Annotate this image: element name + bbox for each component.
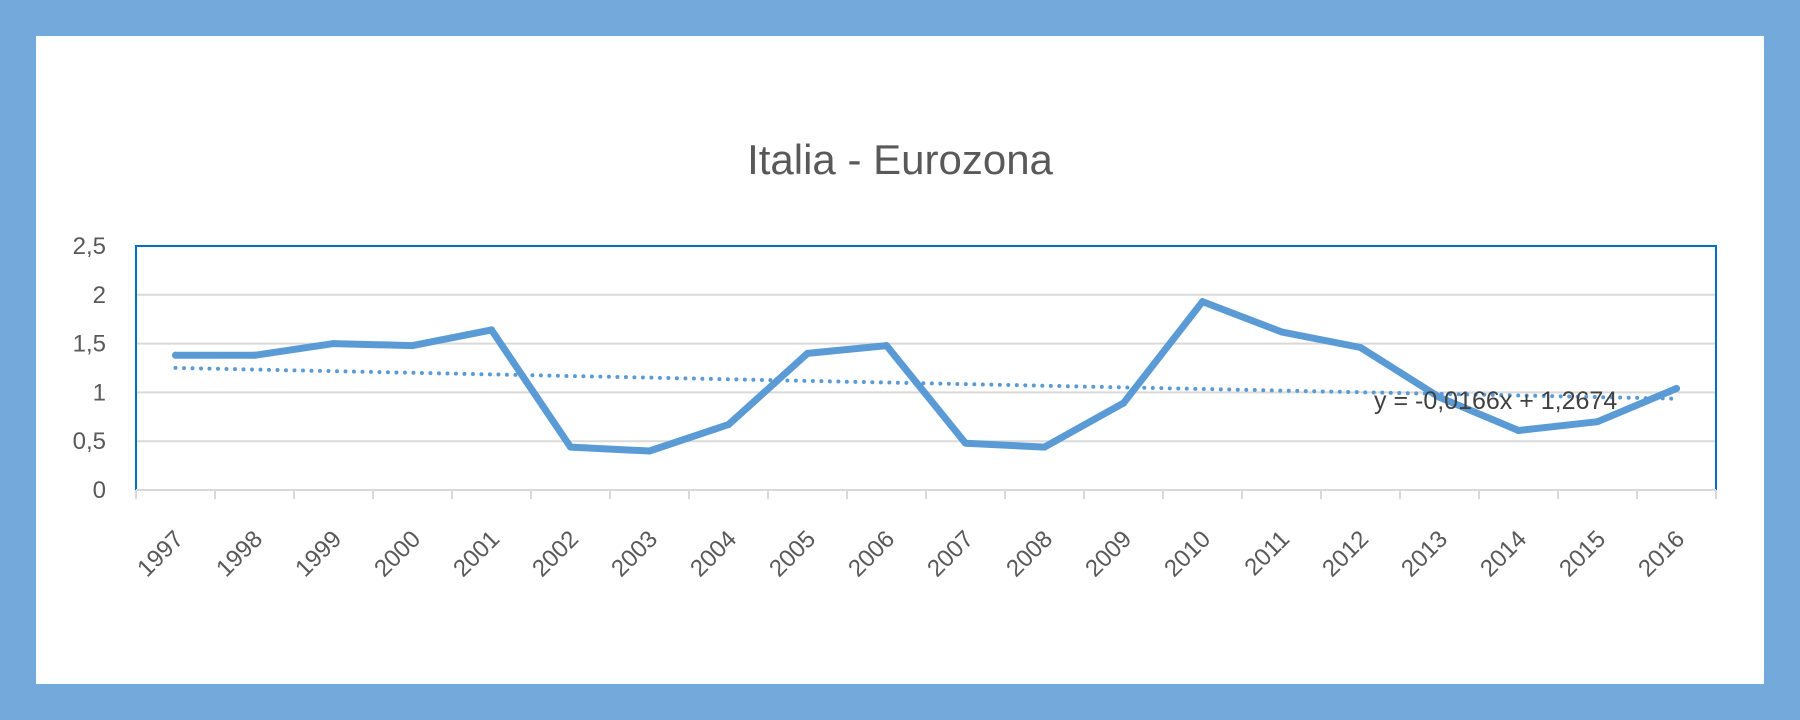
- x-tick-label: 2003: [606, 526, 663, 583]
- x-tick-label: 2006: [843, 526, 900, 583]
- data-point: [1594, 418, 1601, 426]
- trendline-layer: [173, 365, 1679, 401]
- plot-area-border: [135, 245, 1717, 491]
- x-tick-label: 2013: [1396, 526, 1453, 583]
- x-tick-label: 2001: [448, 526, 505, 583]
- y-tick-label: 1: [93, 379, 106, 406]
- x-tick-label: 2000: [369, 526, 426, 583]
- y-axis-tick-labels: 0 0,5 1 1,5 2 2,5: [73, 233, 106, 504]
- data-point: [804, 349, 811, 357]
- data-point: [488, 326, 495, 334]
- data-point: [1120, 399, 1127, 407]
- y-tick-label: 0: [93, 477, 106, 504]
- trendline-equation: y = -0,0166x + 1,2674: [1374, 387, 1617, 415]
- x-tick-label: 2008: [1001, 526, 1058, 583]
- y-tick-label: 2,5: [73, 233, 106, 260]
- series-line: [172, 298, 1680, 455]
- y-tick-label: 1,5: [73, 331, 106, 358]
- data-point: [330, 340, 337, 348]
- x-axis: 1997 1998 1999 2000 2001 2002 2003 2004 2005 2006…: [132, 489, 1717, 583]
- data-point: [725, 421, 732, 429]
- data-point: [1357, 344, 1364, 352]
- data-point: [1278, 328, 1285, 336]
- data-point: [646, 447, 653, 455]
- data-point: [1199, 298, 1206, 306]
- y-tick-label: 2: [93, 282, 106, 309]
- x-tick-label: 2012: [1317, 526, 1374, 583]
- data-point: [883, 342, 890, 350]
- data-point: [251, 351, 258, 359]
- data-point: [1436, 393, 1443, 401]
- trendline: [173, 365, 1679, 401]
- data-point: [567, 443, 574, 451]
- x-tick-label: 1998: [211, 526, 268, 583]
- data-point: [1041, 443, 1048, 451]
- x-tick-label: 2011: [1239, 526, 1295, 582]
- x-tick-label: 2014: [1475, 526, 1532, 583]
- chart-svg: Italia - Eurozona 00,511,522,5 1997 1998 1…: [73, 136, 1717, 583]
- data-point: [1515, 426, 1522, 434]
- x-tick-label: 2009: [1080, 526, 1137, 583]
- y-tick-label: 0,5: [73, 428, 106, 455]
- x-tick-label: 2005: [764, 526, 821, 583]
- data-point: [1673, 384, 1680, 392]
- chart-frame: Italia - Eurozona 0 0,5 1 1,5 2 2,5 1997 1998 1…: [36, 36, 1764, 684]
- x-tick-label: 2007: [922, 526, 979, 583]
- x-tick-label: 2002: [527, 526, 584, 583]
- x-tick-label: 2010: [1159, 526, 1216, 583]
- series-layer: [172, 298, 1680, 455]
- x-tick-label: 2004: [685, 526, 742, 583]
- x-tick-label: 2016: [1633, 526, 1690, 583]
- data-point: [409, 342, 416, 350]
- chart-title: Italia - Eurozona: [747, 136, 1053, 183]
- x-tick-label: 1997: [132, 526, 189, 583]
- gridlines: [136, 245, 1716, 491]
- x-tick-label: 1999: [290, 526, 347, 583]
- x-tick-label: 2015: [1554, 526, 1611, 583]
- data-point: [172, 351, 179, 359]
- data-point: [962, 439, 969, 447]
